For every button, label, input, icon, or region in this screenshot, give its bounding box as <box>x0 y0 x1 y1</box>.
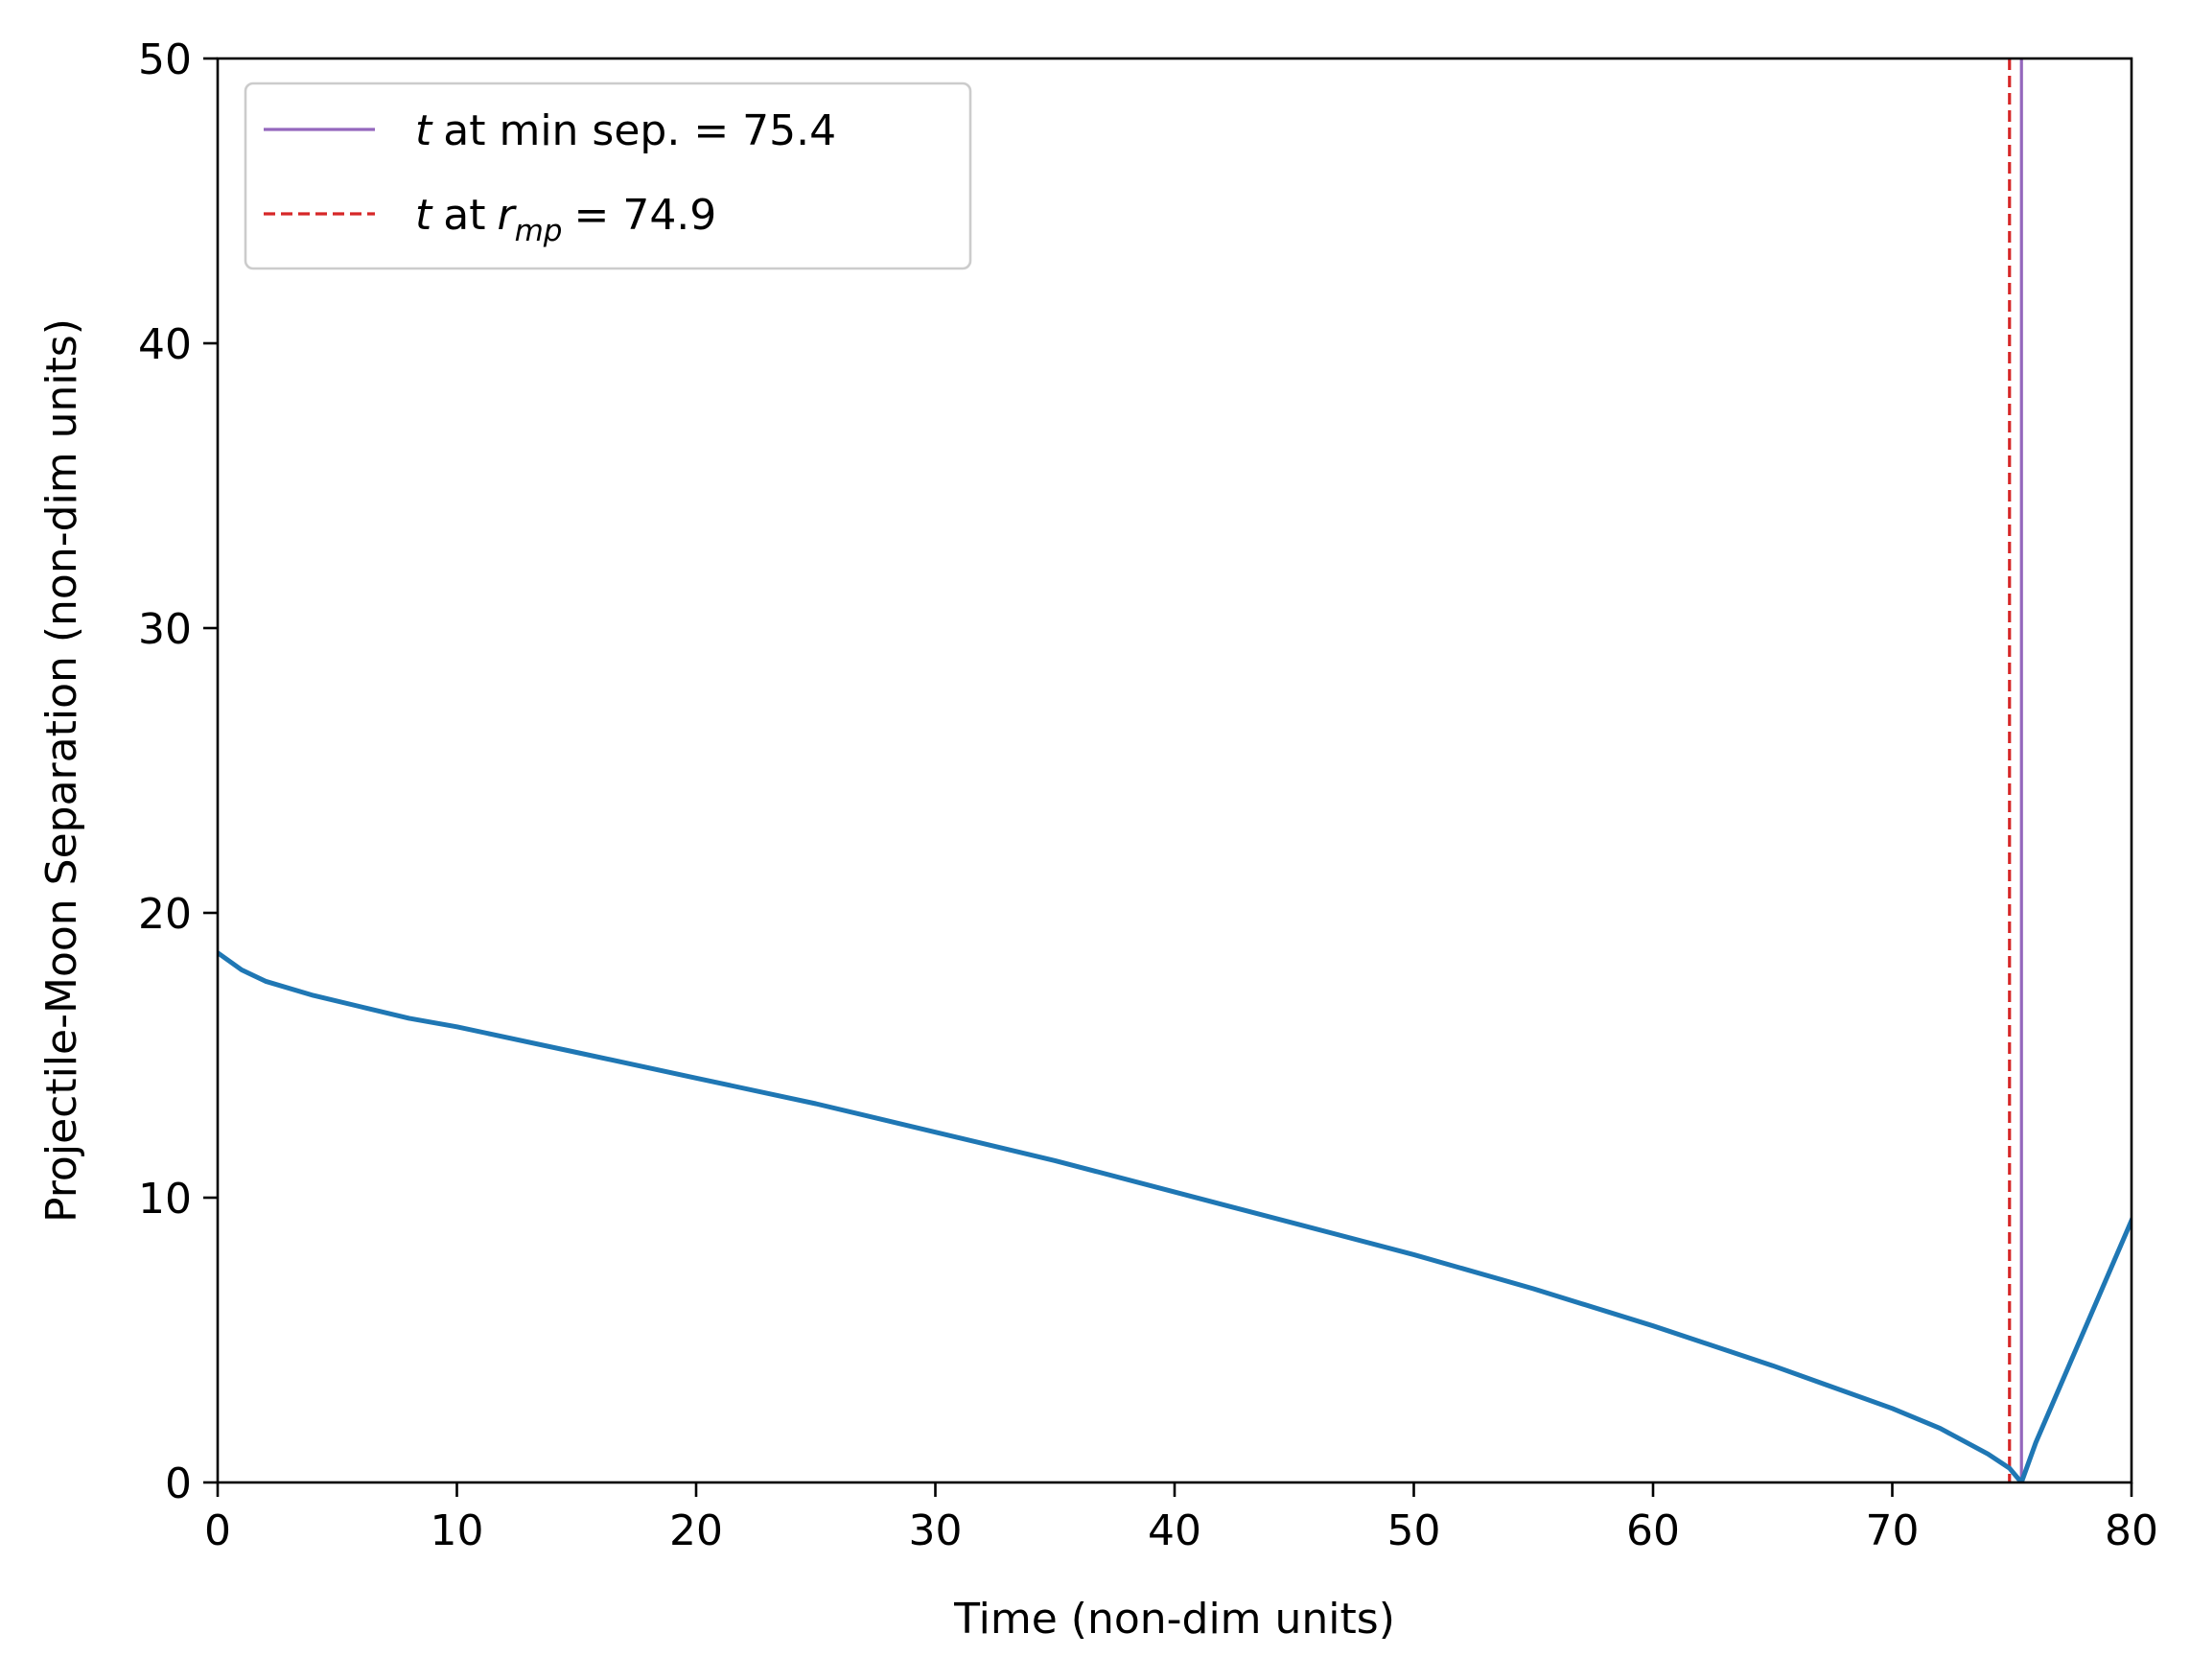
y-tick-label: 50 <box>138 35 192 84</box>
plot-lines <box>218 58 2132 1482</box>
legend-var-t: t <box>415 106 433 155</box>
y-tick-label: 10 <box>138 1175 192 1224</box>
legend-entry-rmp: t at rmp = 74.9 <box>415 191 716 248</box>
legend-entry-min-sep: t at min sep. = 75.4 <box>415 106 836 155</box>
legend-text-min-sep: at min sep. = 75.4 <box>443 106 836 155</box>
x-tick-label: 10 <box>431 1506 484 1555</box>
y-tick-label: 30 <box>138 605 192 654</box>
y-tick-label: 40 <box>138 320 192 369</box>
y-tick-label: 20 <box>138 890 192 939</box>
x-tick-label: 60 <box>1626 1506 1680 1555</box>
x-tick-label: 0 <box>204 1506 231 1555</box>
x-tick-label: 20 <box>669 1506 723 1555</box>
legend-var-t-2: t <box>415 191 433 240</box>
series-line-separation <box>218 949 2132 1482</box>
legend-var-r: r <box>497 191 517 240</box>
x-tick-label: 30 <box>909 1506 963 1555</box>
legend-subscript-mp: mp <box>515 214 563 248</box>
x-axis-label: Time (non-dim units) <box>953 1595 1395 1644</box>
legend-text-value: = 74.9 <box>573 191 716 240</box>
x-tick-label: 50 <box>1387 1506 1441 1555</box>
axis-ticks: 0 10 20 30 40 50 60 70 80 0 10 20 30 40 50 <box>138 35 2158 1555</box>
legend-text-at: at <box>443 191 485 240</box>
y-axis-label: Projectile-Moon Separation (non-dim unit… <box>37 318 86 1223</box>
x-tick-label: 40 <box>1148 1506 1201 1555</box>
x-tick-label: 70 <box>1866 1506 1920 1555</box>
legend-box <box>244 82 972 270</box>
x-tick-label: 80 <box>2105 1506 2158 1555</box>
legend: t at min sep. = 75.4 t at rmp = 74.9 <box>244 82 972 270</box>
y-tick-label: 0 <box>165 1459 192 1508</box>
